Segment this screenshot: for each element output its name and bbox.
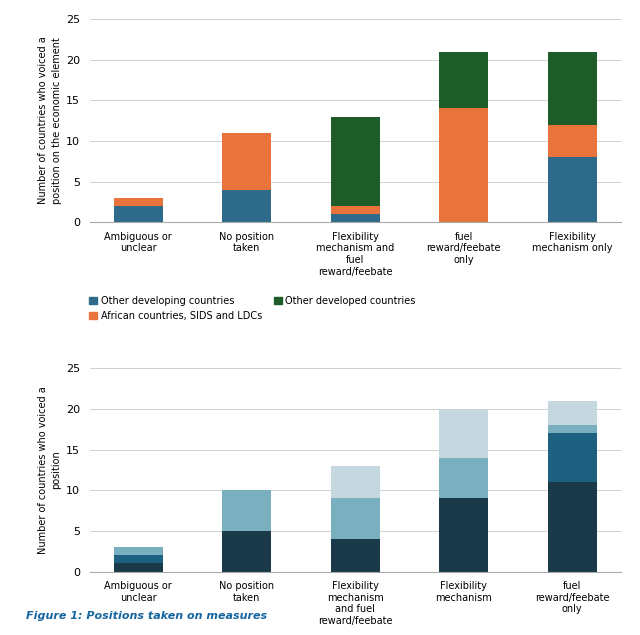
- Legend: Other developing countries, African countries, SIDS and LDCs, Other developed co: Other developing countries, African coun…: [89, 296, 416, 321]
- Bar: [331, 498, 380, 539]
- Bar: [439, 51, 488, 109]
- Bar: [439, 409, 488, 458]
- Bar: [114, 555, 163, 563]
- Text: Figure 1: Positions taken on measures: Figure 1: Positions taken on measures: [26, 611, 267, 621]
- Bar: [222, 490, 271, 531]
- Bar: [331, 466, 380, 498]
- Bar: [439, 109, 488, 222]
- Y-axis label: Number of countries who voiced a
position on the economic element: Number of countries who voiced a positio…: [38, 37, 61, 204]
- Bar: [114, 206, 163, 222]
- Bar: [548, 51, 596, 124]
- Bar: [548, 157, 596, 222]
- Bar: [222, 190, 271, 222]
- Bar: [331, 206, 380, 214]
- Bar: [548, 434, 596, 482]
- Bar: [331, 117, 380, 206]
- Bar: [439, 498, 488, 572]
- Bar: [548, 401, 596, 425]
- Bar: [331, 539, 380, 572]
- Bar: [548, 124, 596, 157]
- Bar: [331, 214, 380, 222]
- Bar: [548, 425, 596, 434]
- Bar: [439, 458, 488, 498]
- Bar: [222, 531, 271, 572]
- Bar: [114, 197, 163, 206]
- Y-axis label: Number of countries who voiced a
position: Number of countries who voiced a positio…: [38, 386, 61, 554]
- Bar: [548, 482, 596, 572]
- Bar: [114, 563, 163, 572]
- Bar: [114, 547, 163, 555]
- Bar: [222, 133, 271, 190]
